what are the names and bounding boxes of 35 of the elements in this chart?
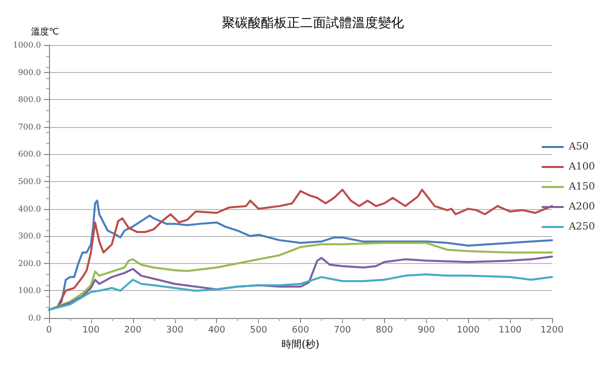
y-tick-label: 300.0 <box>18 232 41 241</box>
x-tick-label: 1200 <box>540 326 564 336</box>
x-tick-label: 100 <box>82 326 100 336</box>
legend-label: A250 <box>568 222 596 232</box>
y-tick-label: 500.0 <box>18 177 41 186</box>
x-tick-label: 800 <box>376 326 394 336</box>
line-series <box>48 256 553 311</box>
y-tick-label: 1000.0 <box>13 40 41 50</box>
y-tick-label: 700.0 <box>18 122 41 132</box>
x-tick-label: 400 <box>208 326 226 336</box>
y-tick-label: 200.0 <box>18 258 41 268</box>
y-tick-label: 400.0 <box>18 204 41 214</box>
line-series <box>48 242 553 311</box>
y-tick-label: 100.0 <box>18 286 41 296</box>
legend-label: A150 <box>568 182 596 192</box>
y-tick-label: 600.0 <box>18 150 41 159</box>
line-series <box>48 273 553 311</box>
y-axis-title: 溫度℃ <box>30 26 59 38</box>
y-tick-label: 800.0 <box>18 95 41 104</box>
x-tick-label: 500 <box>250 326 268 336</box>
x-tick-label: 1000 <box>456 326 480 336</box>
x-tick-label: 200 <box>124 326 142 336</box>
y-tick-label: 0.0 <box>28 314 41 322</box>
x-tick-label: 900 <box>418 326 436 336</box>
legend-label: A200 <box>568 202 596 212</box>
legend-label: A50 <box>568 142 589 152</box>
x-tick-label: 1100 <box>498 326 522 336</box>
legend-label: A100 <box>568 162 596 172</box>
x-axis-title: 時間(秒) <box>282 338 320 350</box>
x-tick-label: 600 <box>292 326 310 336</box>
x-tick-label: 0 <box>46 326 52 336</box>
y-tick-label: 900.0 <box>18 68 41 77</box>
chart-title: 聚碳酸酯板正二面試體溫度變化 <box>222 15 404 31</box>
x-tick-label: 700 <box>334 326 352 336</box>
x-tick-label: 300 <box>166 326 184 336</box>
